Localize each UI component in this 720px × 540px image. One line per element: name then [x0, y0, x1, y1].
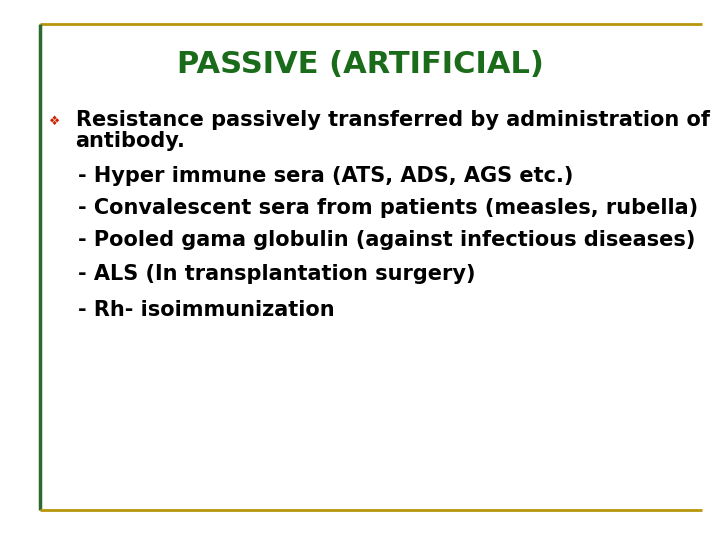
Text: - Rh- isoimmunization: - Rh- isoimmunization — [78, 300, 334, 321]
Text: antibody.: antibody. — [76, 131, 186, 152]
Text: - ALS (In transplantation surgery): - ALS (In transplantation surgery) — [78, 264, 475, 285]
Text: - Pooled gama globulin (against infectious diseases): - Pooled gama globulin (against infectio… — [78, 230, 695, 251]
Text: Resistance passively transferred by administration of: Resistance passively transferred by admi… — [76, 110, 710, 130]
Text: - Hyper immune sera (ATS, ADS, AGS etc.): - Hyper immune sera (ATS, ADS, AGS etc.) — [78, 165, 573, 186]
Text: ❖: ❖ — [49, 115, 60, 128]
Text: - Convalescent sera from patients (measles, rubella): - Convalescent sera from patients (measl… — [78, 198, 698, 218]
Text: PASSIVE (ARTIFICIAL): PASSIVE (ARTIFICIAL) — [176, 50, 544, 79]
